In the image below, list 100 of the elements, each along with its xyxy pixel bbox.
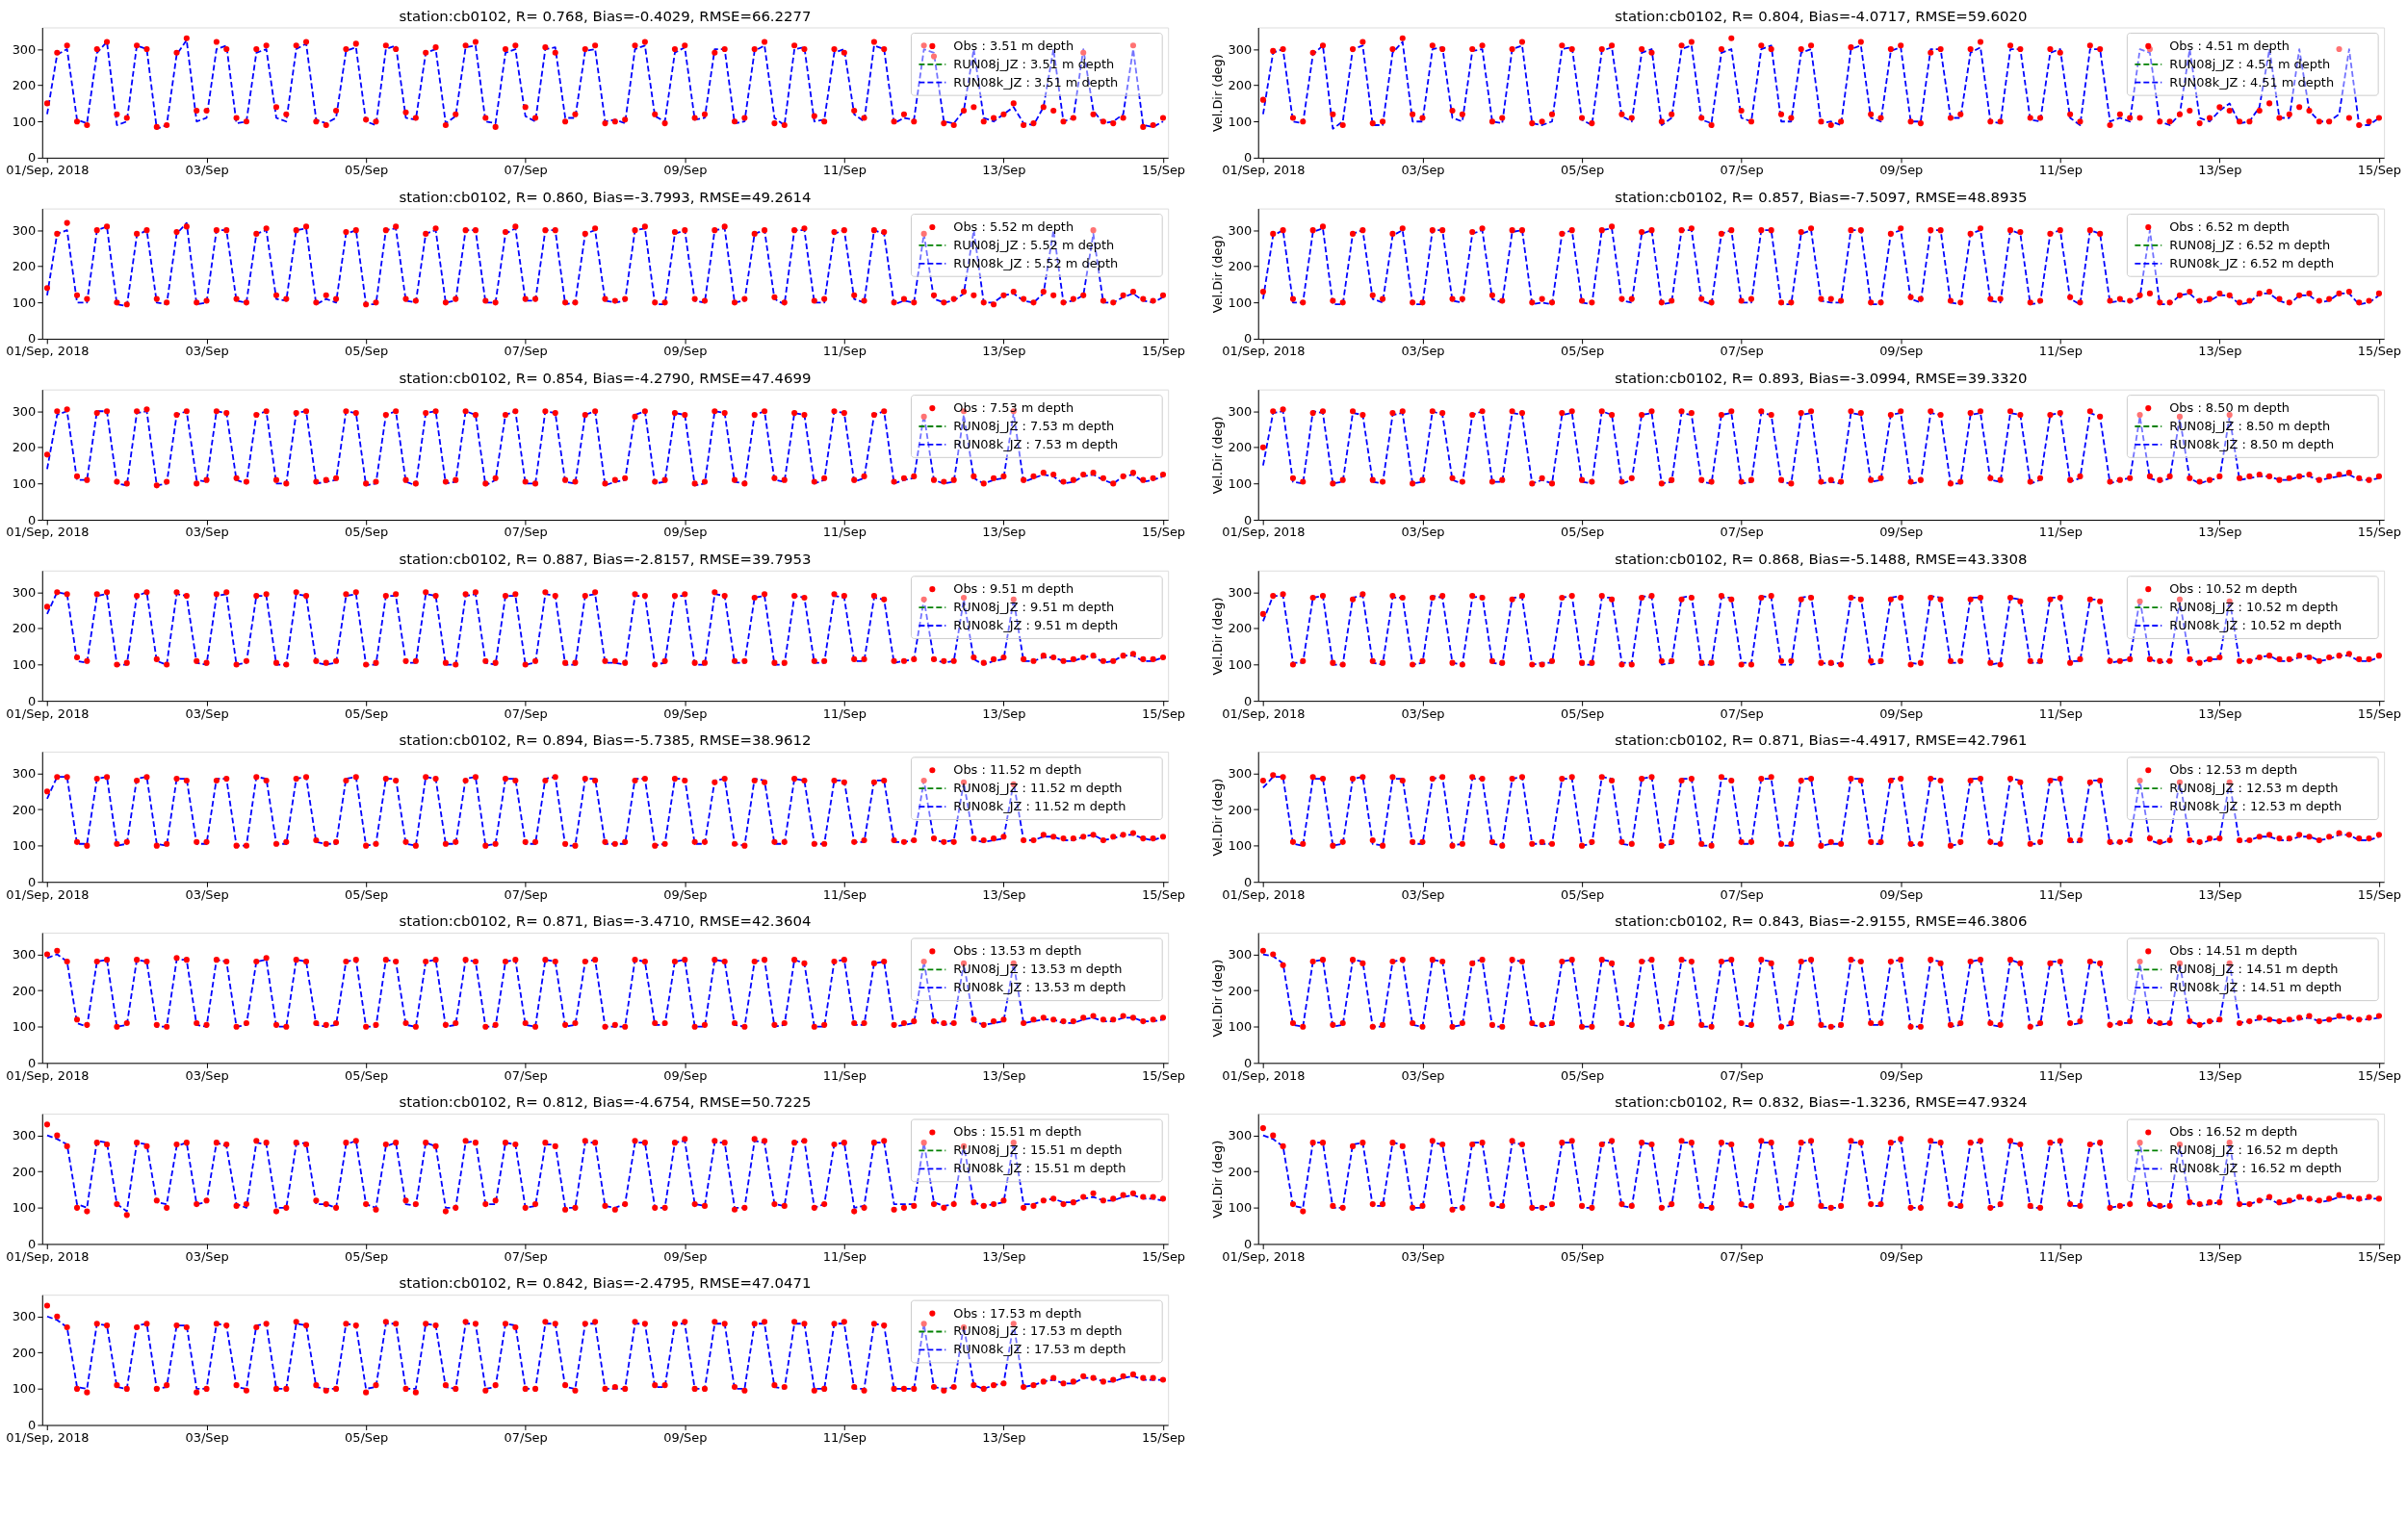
- legend-label: Obs : 8.50 m depth: [2169, 400, 2291, 416]
- x-tick-label: 13/Sep: [982, 1067, 1026, 1083]
- x-tick-label: 11/Sep: [822, 1067, 867, 1083]
- x-tick-label: 03/Sep: [1401, 163, 1445, 178]
- chart-title: station:cb0102, R= 0.887, Bias=-2.8157, RMSE=39.7953: [399, 550, 812, 568]
- x-tick-label: 07/Sep: [1720, 1248, 1764, 1264]
- x-tick-label: 15/Sep: [2357, 163, 2402, 178]
- x-tick-label: 11/Sep: [2038, 886, 2083, 902]
- legend-label: RUN08j_JZ : 17.53 m depth: [953, 1323, 1123, 1339]
- chart-title: station:cb0102, R= 0.857, Bias=-7.5097, RMSE=48.8935: [1615, 188, 2028, 206]
- legend-label: RUN08k_JZ : 3.51 m depth: [953, 74, 1119, 90]
- y-tick-label: 300: [12, 1128, 37, 1143]
- x-tick-label: 13/Sep: [2198, 1248, 2242, 1264]
- y-tick-label: 200: [12, 802, 37, 817]
- legend-label: Obs : 12.53 m depth: [2169, 762, 2298, 778]
- x-tick-label: 05/Sep: [345, 344, 389, 359]
- y-tick-label: 300: [1228, 584, 1253, 600]
- x-tick-label: 03/Sep: [1401, 706, 1445, 721]
- y-tick-label: 0: [1244, 150, 1253, 166]
- x-tick-label: 05/Sep: [345, 706, 389, 721]
- y-tick-label: 200: [1228, 1164, 1253, 1179]
- y-tick-label: 200: [1228, 621, 1253, 636]
- y-tick-label: 0: [1244, 1055, 1253, 1070]
- y-tick-label: 300: [12, 1309, 37, 1324]
- legend-label: Obs : 6.52 m depth: [2169, 218, 2291, 234]
- y-tick-label: 200: [1228, 78, 1253, 93]
- x-tick-label: 05/Sep: [345, 163, 389, 178]
- chart-title: station:cb0102, R= 0.768, Bias=-0.4029, RMSE=66.2277: [399, 7, 812, 25]
- y-tick-label: 300: [1228, 947, 1253, 962]
- x-tick-label: 01/Sep, 2018: [6, 163, 90, 178]
- y-tick-label: 300: [12, 403, 37, 419]
- y-tick-label: 100: [1228, 1200, 1253, 1216]
- x-tick-label: 09/Sep: [1879, 1248, 1924, 1264]
- y-tick-label: 200: [1228, 802, 1253, 817]
- x-tick-label: 13/Sep: [982, 1248, 1026, 1264]
- x-tick-label: 09/Sep: [663, 1067, 708, 1083]
- x-tick-label: 07/Sep: [1720, 163, 1764, 178]
- legend-label: RUN08j_JZ : 12.53 m depth: [2169, 781, 2339, 796]
- y-tick-label: 100: [12, 1381, 37, 1397]
- legend-label: Obs : 11.52 m depth: [953, 762, 1082, 778]
- x-tick-label: 03/Sep: [185, 1429, 229, 1445]
- x-tick-label: 09/Sep: [663, 1429, 708, 1445]
- x-tick-label: 15/Sep: [1141, 163, 1186, 178]
- y-tick-label: 100: [1228, 114, 1253, 129]
- x-tick-label: 09/Sep: [663, 344, 708, 359]
- x-tick-label: 07/Sep: [1720, 525, 1764, 540]
- x-tick-label: 13/Sep: [982, 163, 1026, 178]
- legend-label: RUN08k_JZ : 9.51 m depth: [953, 617, 1119, 632]
- y-tick-label: 0: [28, 693, 37, 708]
- x-tick-label: 01/Sep, 2018: [1222, 344, 1306, 359]
- chart-title: station:cb0102, R= 0.871, Bias=-4.4917, RMSE=42.7961: [1615, 731, 2028, 749]
- legend-label: RUN08k_JZ : 11.52 m depth: [953, 799, 1126, 814]
- legend-label: RUN08j_JZ : 9.51 m depth: [953, 600, 1115, 615]
- x-tick-label: 03/Sep: [185, 706, 229, 721]
- x-tick-label: 15/Sep: [2357, 1248, 2402, 1264]
- x-tick-label: 11/Sep: [2038, 706, 2083, 721]
- x-tick-label: 09/Sep: [1879, 525, 1924, 540]
- chart-title: station:cb0102, R= 0.871, Bias=-3.4710, RMSE=42.3604: [399, 912, 812, 931]
- x-tick-label: 13/Sep: [982, 886, 1026, 902]
- y-tick-label: 200: [12, 1345, 37, 1360]
- y-tick-label: 300: [12, 947, 37, 962]
- x-tick-label: 11/Sep: [2038, 1248, 2083, 1264]
- y-tick-label: 200: [1228, 440, 1253, 455]
- y-tick-label: 200: [12, 440, 37, 455]
- legend-label: RUN08k_JZ : 16.52 m depth: [2169, 1161, 2342, 1176]
- x-tick-label: 13/Sep: [982, 706, 1026, 721]
- legend-label: RUN08k_JZ : 6.52 m depth: [2169, 255, 2335, 270]
- x-tick-label: 13/Sep: [2198, 525, 2242, 540]
- legend-label: RUN08j_JZ : 8.50 m depth: [2169, 418, 2331, 433]
- y-axis-title: Vel.Dir (deg): [1209, 1140, 1225, 1219]
- x-tick-label: 05/Sep: [1560, 525, 1605, 540]
- y-tick-label: 300: [1228, 41, 1253, 57]
- x-tick-label: 13/Sep: [2198, 706, 2242, 721]
- x-tick-label: 13/Sep: [982, 525, 1026, 540]
- x-tick-label: 01/Sep, 2018: [1222, 525, 1306, 540]
- x-tick-label: 09/Sep: [663, 163, 708, 178]
- y-axis-title: Vel.Dir (deg): [1209, 597, 1225, 676]
- legend-label: RUN08j_JZ : 16.52 m depth: [2169, 1142, 2339, 1158]
- legend-label: RUN08k_JZ : 17.53 m depth: [953, 1342, 1126, 1357]
- x-tick-label: 11/Sep: [2038, 1067, 2083, 1083]
- x-tick-label: 11/Sep: [822, 344, 867, 359]
- x-tick-label: 11/Sep: [822, 525, 867, 540]
- x-tick-label: 09/Sep: [1879, 886, 1924, 902]
- y-axis-title: Vel.Dir (deg): [1209, 778, 1225, 857]
- x-tick-label: 03/Sep: [1401, 1248, 1445, 1264]
- legend-label: RUN08k_JZ : 5.52 m depth: [953, 255, 1119, 270]
- x-tick-label: 01/Sep, 2018: [6, 706, 90, 721]
- legend-label: Obs : 9.51 m depth: [953, 581, 1074, 597]
- chart-title: station:cb0102, R= 0.893, Bias=-3.0994, RMSE=39.3320: [1615, 369, 2028, 387]
- x-tick-label: 07/Sep: [1720, 706, 1764, 721]
- x-tick-label: 15/Sep: [2357, 706, 2402, 721]
- x-tick-label: 09/Sep: [1879, 706, 1924, 721]
- x-tick-label: 05/Sep: [345, 886, 389, 902]
- legend-label: RUN08k_JZ : 7.53 m depth: [953, 436, 1119, 451]
- legend-label: RUN08j_JZ : 14.51 m depth: [2169, 962, 2339, 977]
- x-tick-label: 15/Sep: [2357, 525, 2402, 540]
- x-tick-label: 11/Sep: [822, 163, 867, 178]
- x-tick-label: 07/Sep: [504, 706, 548, 721]
- x-tick-label: 01/Sep, 2018: [6, 1429, 90, 1445]
- x-tick-label: 03/Sep: [1401, 344, 1445, 359]
